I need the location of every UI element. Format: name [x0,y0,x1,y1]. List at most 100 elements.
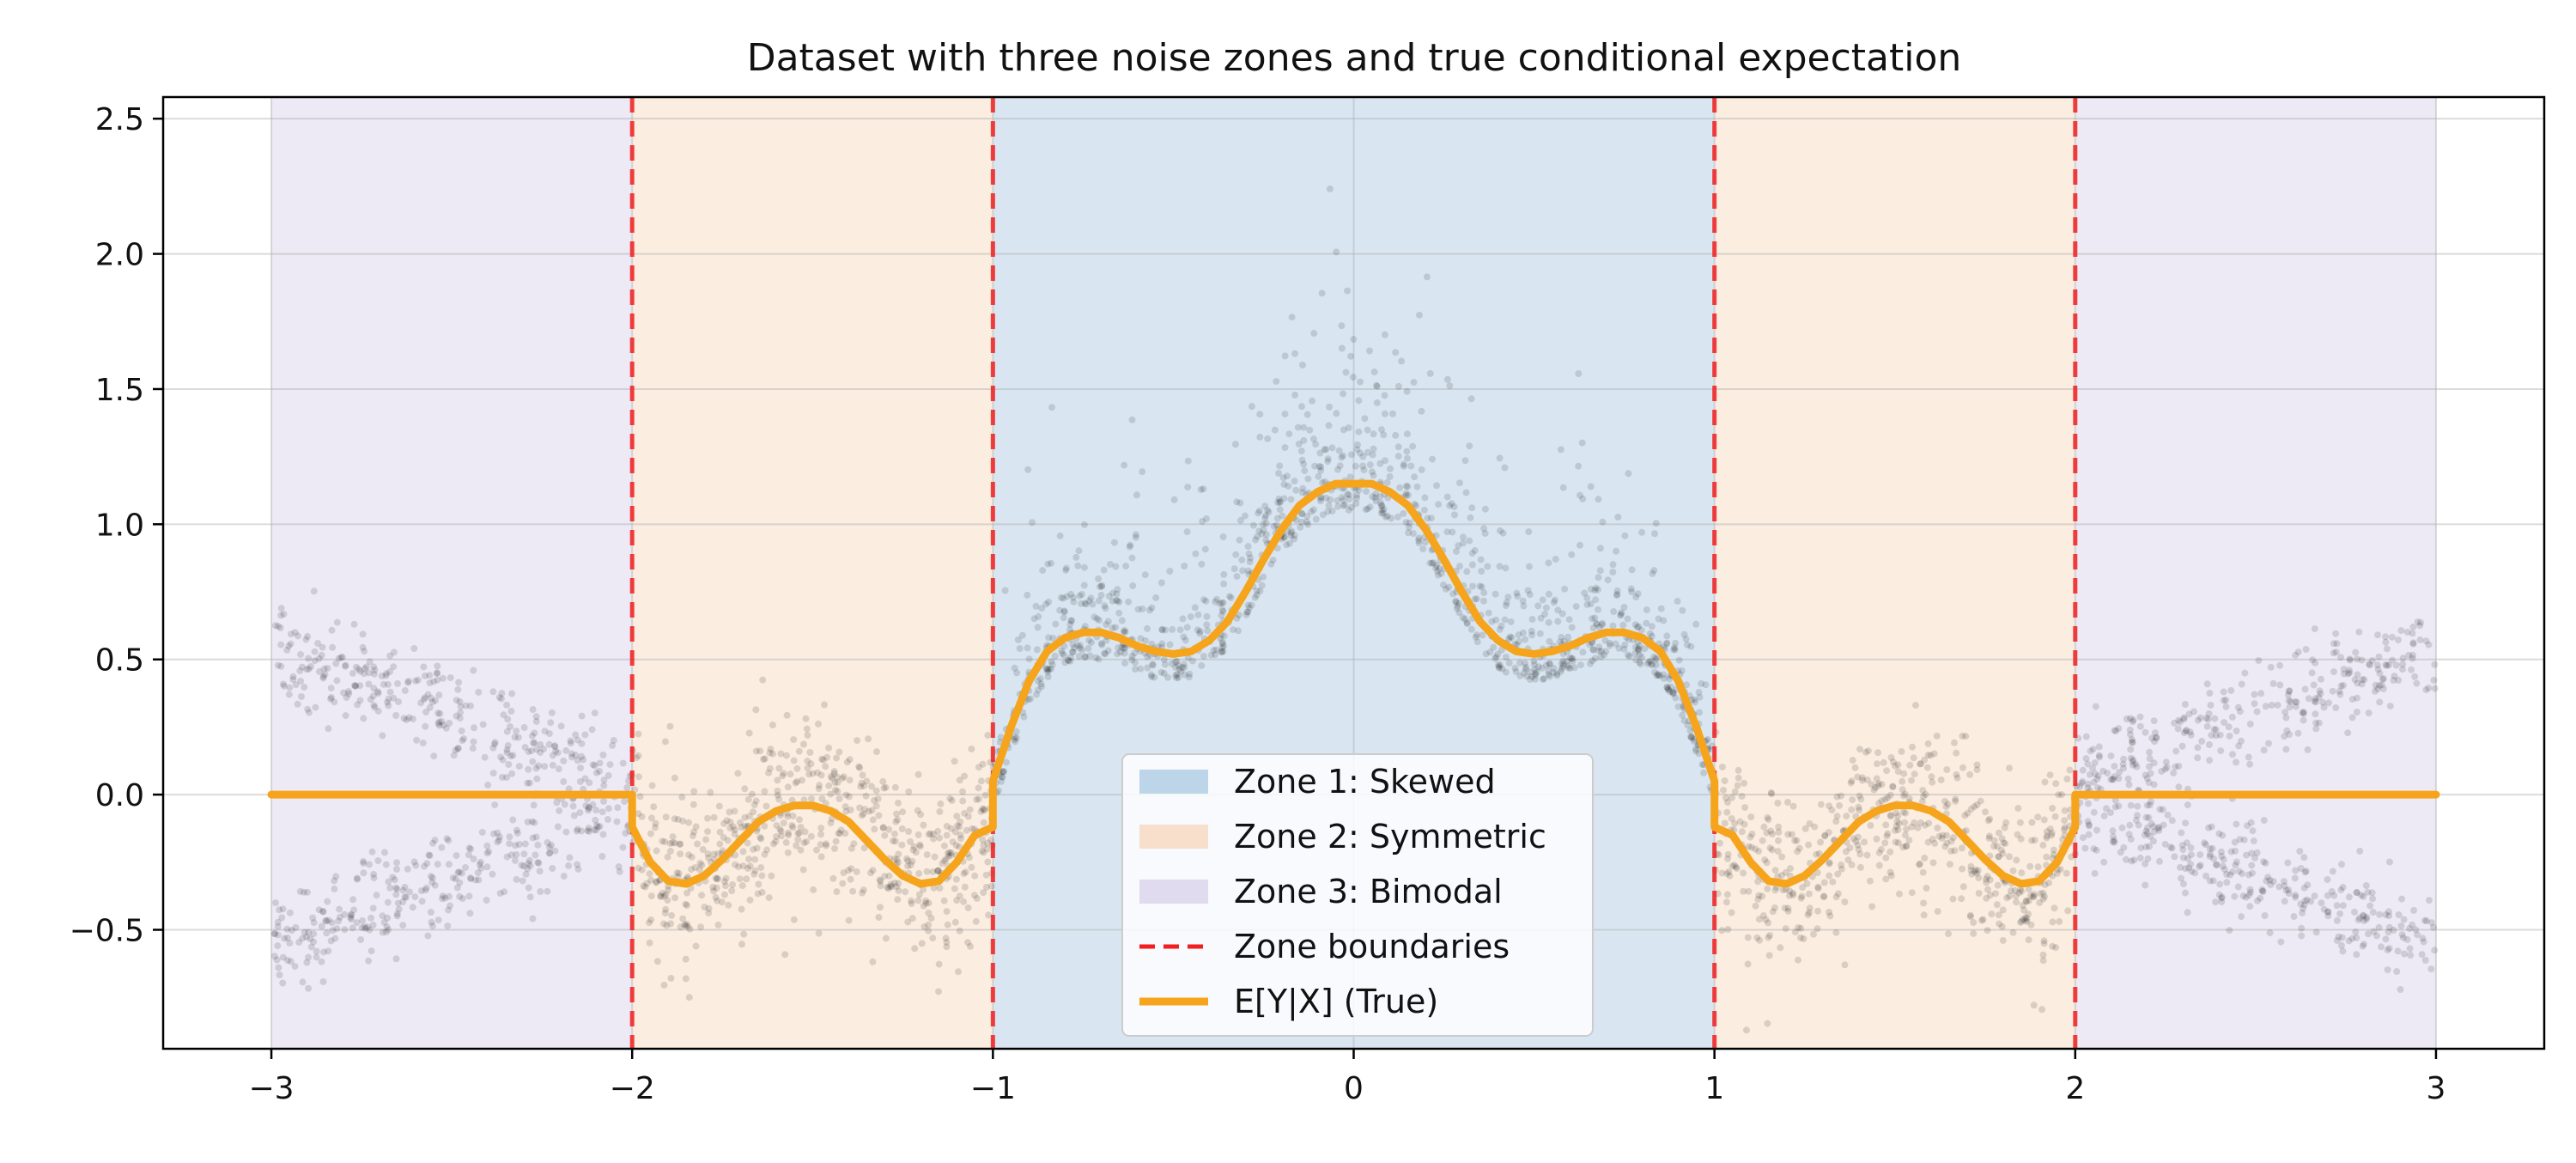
scatter-point [714,849,722,857]
scatter-point [914,770,922,778]
scatter-point [1218,648,1226,655]
scatter-point [1248,601,1255,609]
scatter-point [1886,812,1894,819]
scatter-point [1678,667,1686,674]
scatter-point [827,819,835,827]
scatter-point [1962,733,1970,740]
scatter-point [2056,917,2063,925]
scatter-point [2171,719,2178,727]
scatter-point [1759,912,1767,919]
scatter-point [1920,793,1927,801]
scatter-point [565,862,573,869]
scatter-point [277,662,285,670]
scatter-point [582,802,590,809]
scatter-point [2182,889,2189,897]
scatter-point [790,757,798,764]
scatter-point [2202,841,2209,849]
scatter-point [430,752,438,760]
scatter-point [384,698,392,706]
scatter-point [2127,746,2135,753]
scatter-point [1755,848,1763,856]
scatter-point [303,959,311,966]
scatter-point [792,779,799,787]
scatter-point [2124,775,2132,782]
scatter-point [1144,664,1151,672]
scatter-point [2023,915,2031,922]
scatter-point [1690,735,1698,743]
scatter-point [677,923,684,931]
scatter-point [1753,934,1761,941]
scatter-point [450,752,458,759]
scatter-point [2143,775,2151,782]
scatter-point [1874,760,1880,768]
scatter-point [2188,868,2196,875]
scatter-point [734,770,742,777]
scatter-point [507,851,515,859]
scatter-point [967,942,974,950]
scatter-point [2055,791,2063,799]
scatter-point [483,863,491,871]
scatter-point [2310,681,2318,689]
scatter-point [934,867,942,874]
scatter-point [808,795,815,802]
scatter-point [470,667,477,674]
scatter-point [879,777,887,785]
scatter-point [801,828,809,836]
scatter-point [722,882,729,890]
scatter-point [369,692,377,700]
scatter-point [2227,686,2235,694]
scatter-point [929,935,937,942]
scatter-point [1415,534,1423,542]
scatter-point [596,767,604,775]
scatter-point [947,851,955,859]
scatter-point [1566,654,1574,661]
scatter-point [497,753,504,761]
scatter-point [619,843,627,851]
scatter-point [385,695,392,703]
scatter-point [1643,660,1651,667]
scatter-point [1352,462,1359,470]
scatter-point [1952,797,1959,805]
scatter-point [1298,509,1305,517]
scatter-point [809,770,817,777]
scatter-point [531,819,538,826]
scatter-point [598,808,606,816]
scatter-point [969,825,975,832]
scatter-point [2136,722,2144,730]
scatter-point [2318,675,2324,683]
scatter-point [325,916,332,924]
scatter-point [1736,818,1744,825]
scatter-point [1256,588,1264,595]
scatter-point [592,816,599,824]
scatter-point [1545,618,1552,626]
scatter-point [280,682,288,690]
scatter-point [2336,910,2344,917]
scatter-point [1340,452,1347,460]
scatter-point [2109,776,2117,783]
scatter-point [1533,668,1540,676]
scatter-point [1203,612,1211,620]
scatter-point [276,971,283,978]
scatter-point [274,918,282,926]
scatter-point [2016,819,2024,826]
scatter-point [1088,639,1096,646]
scatter-point [1317,463,1325,471]
scatter-point [1322,494,1330,502]
scatter-point [2115,775,2123,782]
scatter-point [1883,767,1891,775]
scatter-point [478,829,486,836]
scatter-point [815,929,823,937]
scatter-point [1983,894,1990,902]
scatter-point [604,816,611,823]
scatter-point [1396,484,1404,491]
scatter-point [2049,805,2057,812]
scatter-point [2107,752,2115,760]
scatter-point [889,837,896,844]
scatter-point [349,896,357,904]
legend-item: Zone boundaries [1139,928,1510,965]
scatter-point [2187,731,2195,739]
scatter-point [513,826,520,834]
scatter-point [652,824,659,831]
scatter-point [2267,663,2275,671]
scatter-point [1189,657,1196,665]
